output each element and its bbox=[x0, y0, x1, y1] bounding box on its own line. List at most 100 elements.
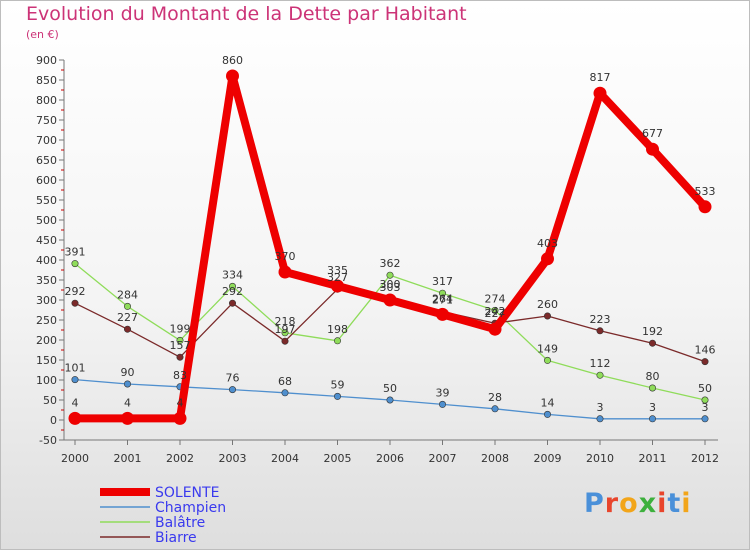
data-point bbox=[386, 271, 394, 279]
data-label: 271 bbox=[432, 294, 453, 307]
data-label: 300 bbox=[380, 278, 401, 291]
data-point bbox=[71, 376, 79, 384]
data-label: 292 bbox=[65, 285, 86, 298]
y-tick-label: 0 bbox=[50, 414, 57, 427]
y-tick-label: -50 bbox=[39, 434, 57, 447]
data-label: 223 bbox=[590, 313, 611, 326]
x-tick-label: 2006 bbox=[376, 452, 404, 465]
legend-label: Balâtre bbox=[155, 515, 205, 531]
series-line-solente bbox=[71, 72, 709, 423]
data-label: 149 bbox=[537, 342, 558, 355]
data-point bbox=[71, 260, 79, 268]
y-tick-label: 750 bbox=[36, 114, 57, 127]
data-point bbox=[229, 386, 237, 394]
y-tick-label: 50 bbox=[43, 394, 57, 407]
data-label: 218 bbox=[275, 315, 296, 328]
y-tick-label: 800 bbox=[36, 94, 57, 107]
x-tick-label: 2008 bbox=[481, 452, 509, 465]
data-label: 292 bbox=[222, 285, 243, 298]
y-tick-label: 700 bbox=[36, 134, 57, 147]
data-label: 335 bbox=[327, 264, 348, 277]
data-label: 112 bbox=[590, 357, 611, 370]
data-label: 4 bbox=[124, 396, 131, 409]
data-point bbox=[543, 410, 551, 418]
data-label: 362 bbox=[380, 257, 401, 270]
chart-subtitle: (en €) bbox=[26, 28, 59, 41]
legend-label: Biarre bbox=[155, 530, 197, 546]
data-label: 198 bbox=[327, 323, 348, 336]
data-point bbox=[438, 289, 446, 297]
data-point bbox=[593, 86, 607, 100]
data-label: 3 bbox=[597, 401, 604, 414]
y-tick-label: 350 bbox=[36, 274, 57, 287]
data-label: 50 bbox=[698, 382, 712, 395]
data-point bbox=[438, 400, 446, 408]
data-point bbox=[701, 415, 709, 423]
y-tick-label: 650 bbox=[36, 154, 57, 167]
data-label: 76 bbox=[226, 372, 240, 385]
data-point bbox=[596, 327, 604, 335]
data-label: 3 bbox=[649, 401, 656, 414]
data-point bbox=[229, 299, 237, 307]
data-label: 199 bbox=[170, 322, 191, 335]
data-label: 260 bbox=[537, 298, 558, 311]
y-tick-label: 250 bbox=[36, 314, 57, 327]
y-tick-label: 400 bbox=[36, 254, 57, 267]
data-point bbox=[281, 337, 289, 345]
data-label: 14 bbox=[541, 396, 555, 409]
data-label: 28 bbox=[488, 391, 502, 404]
data-label: 157 bbox=[170, 339, 191, 352]
y-tick-label: 500 bbox=[36, 214, 57, 227]
data-label: 403 bbox=[537, 237, 558, 250]
data-label: 370 bbox=[275, 250, 296, 263]
data-label: 391 bbox=[65, 246, 86, 259]
data-point bbox=[226, 69, 239, 83]
data-point bbox=[541, 252, 554, 266]
legend-label: SOLENTE bbox=[155, 485, 219, 501]
x-tick-label: 2003 bbox=[219, 452, 247, 465]
data-point bbox=[333, 337, 341, 345]
data-label: 227 bbox=[485, 307, 506, 320]
y-tick-label: 850 bbox=[36, 74, 57, 87]
x-tick-label: 2012 bbox=[691, 452, 719, 465]
x-tick-label: 2005 bbox=[324, 452, 352, 465]
data-label: 68 bbox=[278, 375, 292, 388]
data-label: 101 bbox=[65, 362, 86, 375]
data-point bbox=[71, 299, 79, 307]
proxiti-logo: Proxiti bbox=[584, 488, 692, 519]
data-point bbox=[124, 325, 132, 333]
data-label: 860 bbox=[222, 54, 243, 67]
data-label: 274 bbox=[485, 292, 506, 305]
data-label: 83 bbox=[173, 369, 187, 382]
data-point bbox=[281, 389, 289, 397]
data-point bbox=[176, 353, 184, 361]
data-label: 264 bbox=[432, 292, 453, 305]
data-point bbox=[596, 415, 604, 423]
y-tick-label: 600 bbox=[36, 174, 57, 187]
data-label: 197 bbox=[275, 323, 296, 336]
y-tick-label: 150 bbox=[36, 354, 57, 367]
data-label: 80 bbox=[646, 370, 660, 383]
data-label: 533 bbox=[695, 185, 716, 198]
data-point bbox=[121, 411, 134, 425]
data-point bbox=[701, 358, 709, 366]
data-point bbox=[648, 339, 656, 347]
data-point bbox=[124, 302, 132, 310]
data-point bbox=[648, 415, 656, 423]
data-point bbox=[124, 380, 132, 388]
data-point bbox=[176, 336, 184, 344]
data-label: 284 bbox=[117, 288, 138, 301]
data-label: 59 bbox=[331, 378, 345, 391]
data-point bbox=[491, 306, 499, 314]
legend-label: Champien bbox=[155, 500, 226, 516]
data-label: 303 bbox=[380, 281, 401, 294]
y-tick-label: 200 bbox=[36, 334, 57, 347]
data-point bbox=[436, 307, 449, 321]
y-tick-label: 900 bbox=[36, 54, 57, 67]
data-point bbox=[333, 392, 341, 400]
data-label: 327 bbox=[327, 271, 348, 284]
data-label: 817 bbox=[590, 71, 611, 84]
x-tick-label: 2001 bbox=[114, 452, 142, 465]
